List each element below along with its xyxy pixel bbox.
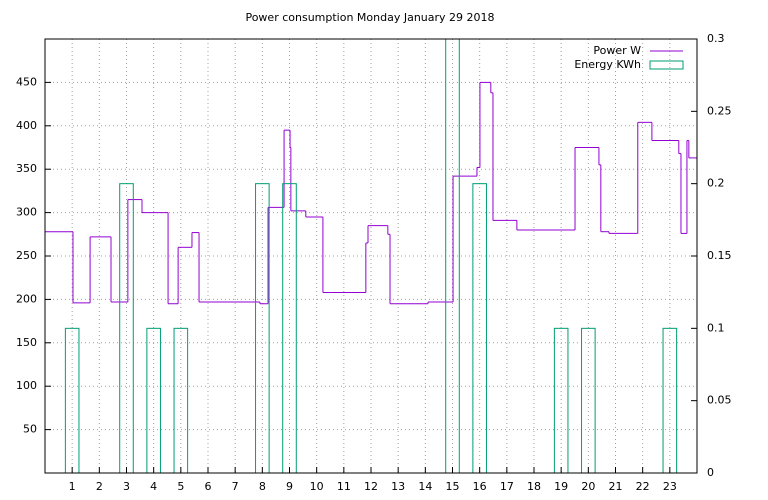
energy-box: [553, 327, 569, 473]
y-tick-label: 200: [16, 292, 37, 305]
x-tick-label: 7: [232, 480, 239, 493]
y2-tick-label: 0.25: [707, 104, 732, 117]
x-tick-label: 1: [69, 480, 76, 493]
y-tick-label: 150: [16, 336, 37, 349]
x-tick-label: 5: [177, 480, 184, 493]
energy-box: [64, 327, 80, 473]
x-tick-label: 23: [663, 480, 677, 493]
x-tick-label: 8: [259, 480, 266, 493]
energy-box: [255, 183, 270, 473]
x-tick-label: 9: [286, 480, 293, 493]
y-tick-label: 100: [16, 379, 37, 392]
energy-box: [282, 183, 297, 473]
energy-box: [173, 327, 189, 473]
y-tick-label: 50: [23, 423, 37, 436]
x-tick-label: 4: [150, 480, 157, 493]
y2-tick-label: 0.05: [707, 394, 732, 407]
x-tick-label: 19: [554, 480, 568, 493]
x-tick-label: 12: [364, 480, 378, 493]
x-tick-label: 13: [391, 480, 405, 493]
x-tick-label: 10: [310, 480, 324, 493]
plot-area: [45, 39, 697, 473]
energy-box: [662, 327, 678, 473]
x-tick-label: 3: [123, 480, 130, 493]
y-tick-label: 350: [16, 162, 37, 175]
y2-tick-label: 0.1: [707, 321, 725, 334]
legend-swatch: [649, 60, 684, 70]
energy-box: [119, 183, 134, 473]
y2-tick-label: 0: [707, 466, 714, 479]
y2-tick-label: 0.3: [707, 32, 725, 45]
y-tick-label: 450: [16, 75, 37, 88]
x-tick-label: 14: [418, 480, 432, 493]
x-tick-label: 22: [636, 480, 650, 493]
x-tick-label: 21: [609, 480, 623, 493]
chart-title: Power consumption Monday January 29 2018: [245, 11, 494, 24]
x-tick-label: 6: [205, 480, 212, 493]
x-tick-label: 17: [500, 480, 514, 493]
energy-box: [445, 39, 460, 473]
energy-box: [581, 327, 596, 473]
energy-box: [146, 327, 161, 473]
x-tick-label: 2: [96, 480, 103, 493]
y2-tick-label: 0.2: [707, 177, 725, 190]
x-tick-label: 11: [337, 480, 351, 493]
x-tick-label: 15: [446, 480, 460, 493]
axes: 50 100 150 200 250 300 350 400 450 0 0.05 0.1 0.15 0.…: [16, 32, 732, 493]
x-tick-label: 20: [581, 480, 595, 493]
x-tick-label: 18: [527, 480, 541, 493]
grid: [45, 39, 697, 473]
legend-label: Energy KWh: [574, 58, 641, 71]
x-tick-label: 16: [473, 480, 487, 493]
legend-label: Power W: [593, 44, 641, 57]
y2-tick-label: 0.15: [707, 249, 732, 262]
y-tick-label: 300: [16, 206, 37, 219]
y-tick-label: 400: [16, 119, 37, 132]
energy-box: [472, 183, 487, 473]
y-tick-label: 250: [16, 249, 37, 262]
